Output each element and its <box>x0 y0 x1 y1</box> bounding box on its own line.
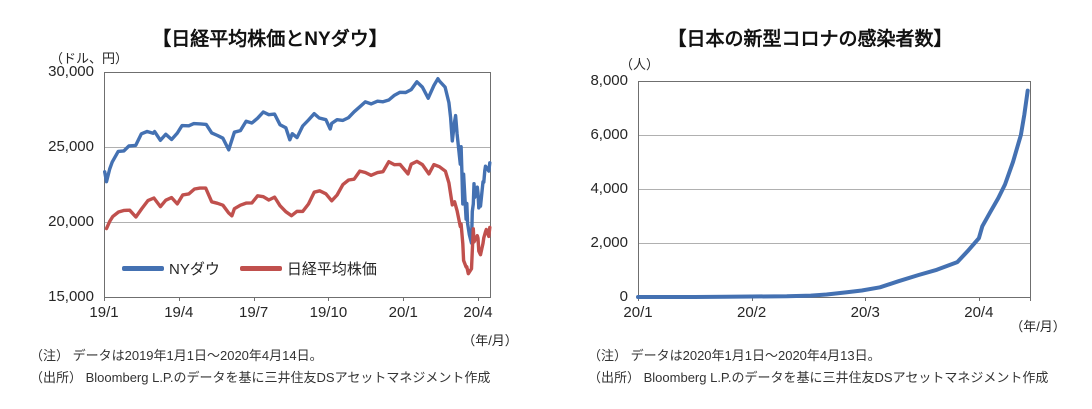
x-tick-label: 19/1 <box>89 304 119 321</box>
stock-chart-x-unit-label: （年/月） <box>462 333 518 348</box>
covid-chart-title: 【日本の新型コロナの感染者数】 <box>667 29 953 50</box>
stock-chart-source: （出所） Bloomberg L.P.のデータを基に三井住友DSアセットマネジメ… <box>30 370 491 385</box>
nydow-line-swatch-icon <box>122 266 164 271</box>
covid-chart-x-unit-label: （年/月） <box>1010 319 1066 334</box>
x-tick-label: 20/2 <box>737 304 767 321</box>
x-tick-label: 19/10 <box>309 304 348 321</box>
data-line <box>102 76 492 245</box>
x-tick-label: 20/1 <box>388 304 418 321</box>
legend-label-nydow: NYダウ <box>169 261 220 278</box>
chart-plot-area-1 <box>636 81 1031 301</box>
covid-chart-note: （注） データは2020年1月1日～2020年4月13日。 <box>588 348 881 363</box>
x-tick-label: 20/1 <box>623 304 653 321</box>
stock-chart-legend: NYダウ 日経平均株価 <box>122 258 377 279</box>
y-tick-label: 2,000 <box>590 234 628 251</box>
covid-chart-y-unit-label: （人） <box>620 57 660 72</box>
stock-chart-y-unit-label: （ドル、円） <box>50 51 129 66</box>
x-tick-label: 20/4 <box>463 304 493 321</box>
x-tick-label: 19/4 <box>164 304 194 321</box>
y-tick-label: 25,000 <box>48 138 94 155</box>
stock-chart-note: （注） データは2019年1月1日～2020年4月14日。 <box>30 348 323 363</box>
x-tick-label: 19/7 <box>239 304 269 321</box>
y-tick-label: 4,000 <box>590 180 628 197</box>
y-tick-label: 0 <box>619 288 628 305</box>
data-line <box>636 88 1030 299</box>
data-line <box>104 159 492 276</box>
x-tick-label: 20/3 <box>850 304 880 321</box>
legend-label-nikkei: 日経平均株価 <box>286 261 377 278</box>
x-tick-label: 20/4 <box>964 304 994 321</box>
stock-chart-title: 【日経平均株価とNYダウ】 <box>152 29 388 50</box>
chart-plot-area-0 <box>102 72 492 301</box>
nikkei-line-swatch-icon <box>239 266 282 271</box>
legend-item-nikkei: 日経平均株価 <box>239 258 377 279</box>
y-tick-label: 6,000 <box>590 126 628 143</box>
legend-item-nydow: NYダウ <box>122 258 220 279</box>
y-tick-label: 20,000 <box>48 213 94 230</box>
y-tick-label: 30,000 <box>48 63 94 80</box>
y-tick-label: 8,000 <box>590 72 628 89</box>
covid-chart-source: （出所） Bloomberg L.P.のデータを基に三井住友DSアセットマネジメ… <box>588 370 1049 385</box>
y-tick-label: 15,000 <box>48 288 94 305</box>
